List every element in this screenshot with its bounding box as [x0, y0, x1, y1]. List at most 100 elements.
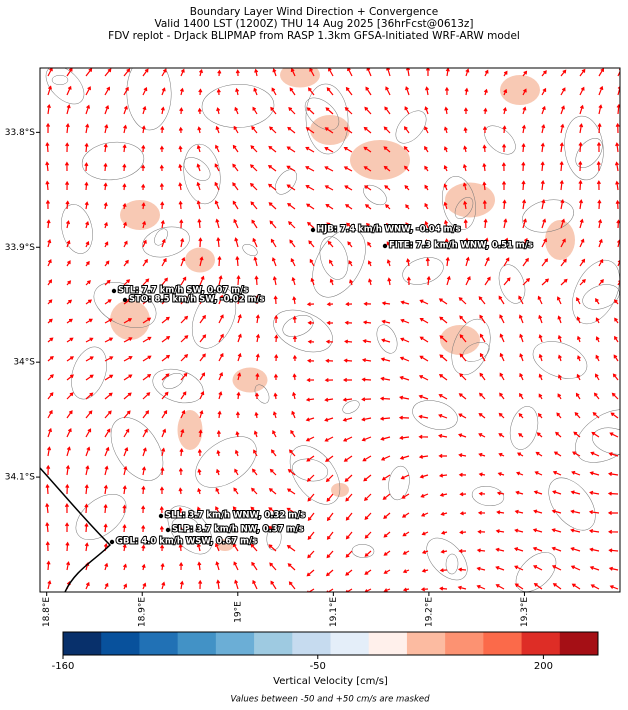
wind-arrow: [363, 493, 372, 501]
wind-arrow: [462, 163, 467, 172]
terrain-contour: [289, 445, 341, 505]
wind-arrow: [459, 492, 467, 497]
wind-arrow: [217, 410, 222, 419]
wind-arrow: [237, 294, 242, 305]
wind-arrow: [326, 550, 334, 559]
wind-arrow: [579, 258, 586, 267]
wind-arrow: [402, 587, 410, 592]
x-tick-label: 19.1°E: [329, 597, 339, 628]
wind-arrow: [196, 181, 201, 191]
wind-arrow: [103, 202, 108, 210]
wind-arrow: [478, 472, 486, 477]
wind-arrow: [142, 374, 152, 381]
station-label: GBL: 4.0 km/h WSW, 0.67 m/s: [116, 537, 257, 547]
wind-arrow: [104, 221, 108, 229]
wind-arrow: [579, 68, 586, 77]
terrain-contour: [183, 143, 221, 205]
wind-arrow: [255, 333, 260, 343]
terrain-contour: [402, 257, 444, 285]
wind-arrow: [552, 583, 562, 590]
wind-arrow: [272, 276, 277, 286]
wind-arrow: [418, 375, 429, 381]
wind-arrow: [232, 524, 239, 533]
wind-arrow: [141, 505, 146, 514]
station-dot: [165, 527, 171, 533]
wind-arrow: [557, 354, 562, 362]
wind-arrow: [66, 260, 71, 267]
terrain-contour: [454, 197, 474, 219]
wind-arrow: [197, 126, 202, 134]
wind-arrow: [216, 579, 221, 590]
wind-arrow: [443, 201, 448, 210]
wind-arrow: [178, 506, 183, 514]
wind-arrow: [533, 583, 543, 590]
terrain-contour: [183, 157, 211, 181]
wind-arrow: [215, 561, 220, 571]
wind-arrow: [216, 88, 221, 96]
wind-arrow: [440, 549, 448, 554]
wind-arrow: [292, 354, 297, 362]
x-tick-label: 19°E: [233, 601, 243, 623]
colorbar-cell: [177, 632, 217, 655]
wind-arrow: [551, 565, 562, 571]
wind-arrow: [579, 238, 585, 248]
wind-arrow: [419, 355, 429, 362]
wind-arrow: [47, 409, 53, 419]
wind-arrow: [325, 358, 334, 363]
wind-arrow: [459, 373, 467, 381]
wind-arrow: [538, 334, 543, 343]
wind-arrow: [288, 449, 296, 457]
wind-arrow: [198, 237, 203, 248]
wind-arrow: [342, 417, 353, 422]
wind-arrow: [197, 487, 202, 495]
terrain-contour: [191, 287, 237, 349]
wind-arrow: [141, 202, 146, 210]
wind-arrow: [560, 238, 566, 248]
wind-arrow: [444, 106, 449, 115]
wind-arrow: [598, 68, 604, 77]
wind-arrow: [84, 162, 89, 172]
wind-arrow: [123, 86, 129, 96]
wind-arrow: [272, 68, 277, 77]
terrain-contour: [395, 110, 427, 144]
wind-arrow: [123, 374, 133, 381]
terrain-contour: [363, 184, 387, 206]
wind-arrow: [383, 126, 391, 134]
wind-arrow: [458, 393, 467, 400]
wind-arrow: [344, 107, 353, 115]
wind-arrow: [290, 257, 296, 267]
wind-arrow: [551, 546, 562, 552]
wind-arrow: [142, 258, 148, 267]
wind-arrow: [141, 524, 146, 533]
wind-arrow: [85, 241, 90, 248]
wind-arrow: [421, 550, 429, 554]
wind-arrow: [463, 200, 468, 210]
coastline: [39, 467, 112, 593]
wind-arrow: [180, 276, 187, 286]
wind-arrow: [178, 163, 183, 172]
wind-arrow: [364, 569, 372, 575]
terrain-contour: [388, 465, 410, 501]
wind-arrow: [445, 256, 450, 267]
wind-arrow: [576, 373, 581, 381]
wind-arrow: [199, 353, 206, 362]
wind-arrow: [444, 86, 449, 96]
terrain-contour: [532, 341, 588, 379]
wind-arrow: [384, 106, 391, 115]
wind-arrow: [346, 222, 353, 229]
wind-arrow: [234, 106, 239, 115]
wind-arrow: [443, 183, 448, 191]
wind-arrow: [405, 86, 410, 96]
wind-arrow: [519, 333, 524, 343]
wind-arrow: [521, 180, 526, 191]
wind-arrow: [421, 568, 429, 573]
wind-arrow: [368, 278, 373, 286]
wind-arrow: [142, 239, 147, 248]
wind-arrow: [519, 392, 524, 400]
wind-arrow: [383, 146, 391, 153]
wind-arrow: [326, 320, 334, 325]
wind-arrow: [364, 106, 372, 115]
wind-arrow: [522, 88, 527, 96]
wind-arrow: [142, 410, 150, 419]
wind-arrow: [249, 164, 258, 172]
